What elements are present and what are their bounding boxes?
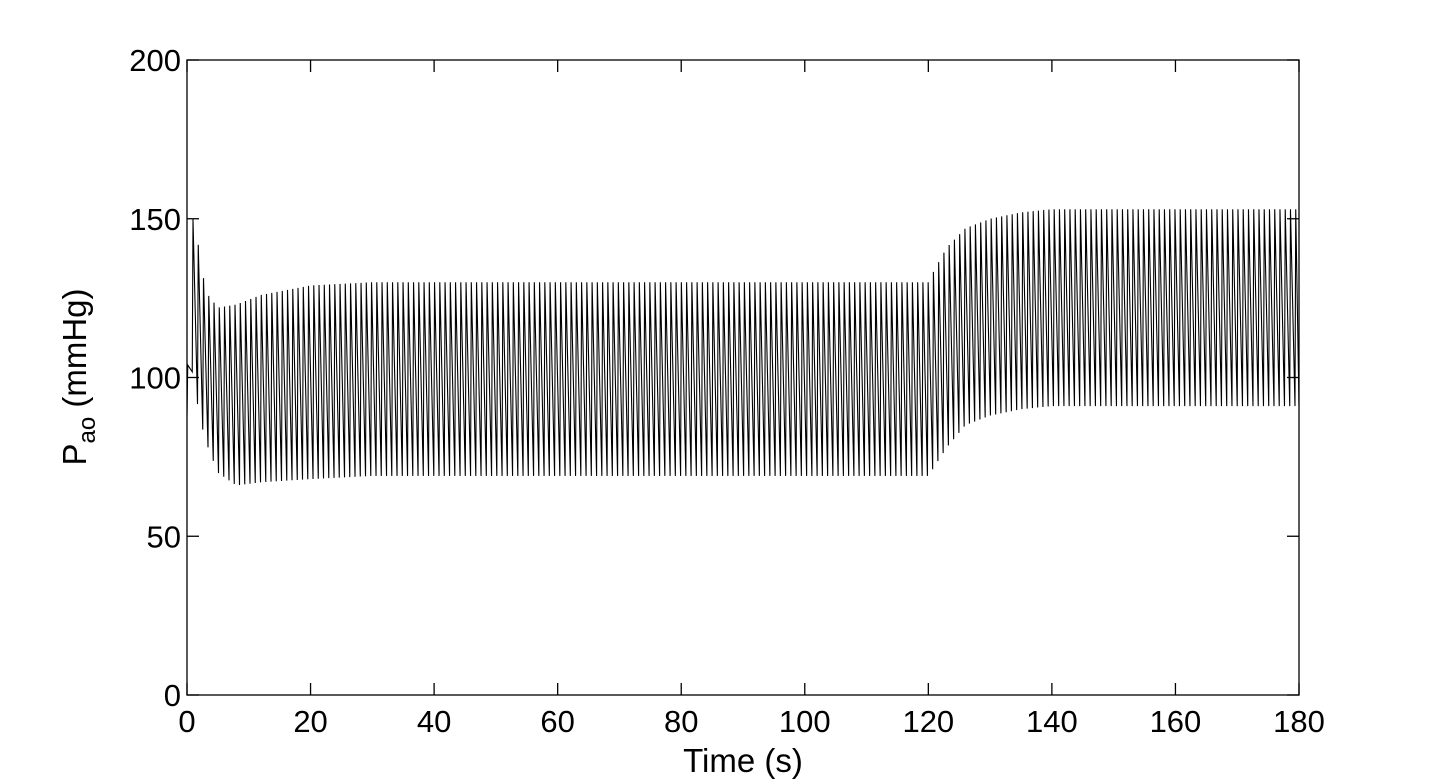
x-tick-label: 80 [664,704,698,739]
y-tick-label: 200 [129,43,181,78]
x-tick-label: 60 [540,704,574,739]
series-layer [186,209,1300,486]
x-tick-label: 100 [779,704,831,739]
x-axis: 0 20 40 60 80 100 120 140 160 180 [178,60,1325,739]
x-axis-label: Time (s) [683,742,803,779]
y-axis-label-unit: (mmHg) [56,288,93,416]
x-tick-label: 20 [293,704,327,739]
y-axis-label-subscript: ao [74,417,101,444]
x-tick-label: 120 [902,704,954,739]
x-tick-label: 40 [417,704,451,739]
y-tick-label: 150 [129,202,181,237]
y-tick-label: 100 [129,361,181,396]
x-tick-label: 0 [178,704,195,739]
aortic-pressure-line [186,209,1300,486]
plot-background [187,60,1299,695]
y-axis-label-main: P [56,444,93,466]
y-axis: 0 50 100 150 200 [129,43,1299,713]
x-tick-label: 180 [1273,704,1325,739]
y-axis-label: Pao (mmHg) [56,288,101,465]
x-tick-label: 140 [1026,704,1078,739]
y-tick-label: 50 [147,519,181,554]
x-tick-label: 160 [1150,704,1202,739]
y-tick-label: 0 [164,678,181,713]
